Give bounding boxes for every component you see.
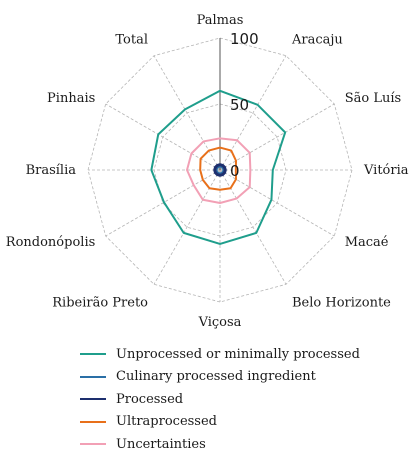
legend-swatch — [80, 375, 106, 378]
tick-label-0: 0 — [230, 162, 240, 180]
category-labels: Palmas Aracaju São Luís Vitória Macaé Belo Ho… — [6, 13, 409, 330]
category-label: Total — [115, 32, 148, 47]
category-label: Aracaju — [291, 32, 343, 47]
category-label: Ribeirão Preto — [52, 296, 148, 311]
grid-spoke — [219, 103, 335, 171]
legend-item: Processed — [80, 388, 360, 411]
tick-label-50: 50 — [230, 96, 249, 114]
category-label: Macaé — [345, 235, 389, 250]
legend-swatch — [80, 420, 106, 423]
category-label: São Luís — [345, 91, 401, 106]
grid-spoke — [153, 55, 221, 171]
tick-label-100: 100 — [230, 30, 259, 48]
grid-spoke — [105, 103, 221, 171]
radar-series — [150, 89, 287, 245]
category-label: Brasília — [26, 163, 77, 178]
legend-item: Uncertainties — [80, 433, 360, 456]
legend-item: Unprocessed or minimally processed — [80, 343, 360, 366]
category-label: Palmas — [197, 13, 244, 28]
legend-label: Unprocessed or minimally processed — [116, 346, 360, 362]
radial-tick-labels: 0 50 100 — [230, 30, 259, 180]
legend-swatch — [80, 443, 106, 446]
grid-spoke — [105, 169, 221, 237]
category-label: Belo Horizonte — [292, 296, 391, 311]
legend-item: Ultraprocessed — [80, 411, 360, 434]
series-3-polygon — [199, 146, 238, 191]
radar-grid — [87, 37, 353, 303]
category-label: Rondonópolis — [6, 235, 95, 250]
grid-spoke — [153, 169, 221, 285]
category-label: Vitória — [363, 163, 409, 178]
legend-label: Culinary processed ingredient — [116, 369, 316, 385]
legend: Unprocessed or minimally processed Culina… — [80, 343, 360, 456]
series-2-polygon — [213, 163, 227, 177]
legend-swatch — [80, 398, 106, 401]
category-label: Viçosa — [198, 315, 242, 330]
legend-label: Processed — [116, 391, 184, 407]
series-0-polygon — [150, 89, 287, 245]
grid-spoke — [219, 169, 287, 285]
grid-spoke — [219, 169, 335, 237]
series-4-polygon — [186, 137, 252, 204]
legend-swatch — [80, 353, 106, 356]
legend-label: Ultraprocessed — [116, 414, 217, 430]
legend-label: Uncertainties — [116, 436, 206, 452]
category-label: Pinhais — [47, 91, 95, 106]
legend-item: Culinary processed ingredient — [80, 366, 360, 389]
radar-chart: 0 50 100 Palmas Aracaju São Luís Vitória Macaé… — [6, 13, 409, 330]
